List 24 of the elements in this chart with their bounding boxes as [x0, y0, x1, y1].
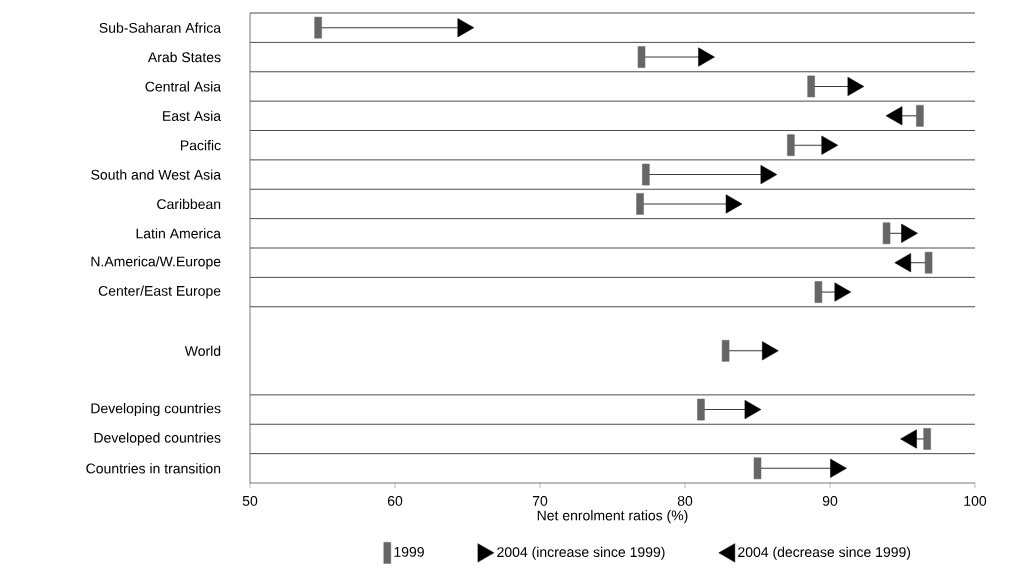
legend-label: 2004 (increase since 1999): [497, 546, 665, 560]
y-tick-label: Developed countries: [94, 432, 221, 446]
legend-label: 1999: [394, 546, 424, 557]
y-tick-label: Central Asia: [145, 81, 222, 92]
x-tick-label: 50: [242, 495, 258, 506]
y-tick-label: East Asia: [163, 110, 222, 121]
x-tick-label: 80: [677, 495, 693, 506]
y-tick-label: Countries in transition: [86, 463, 221, 474]
y-tick-label: N.America/W.Europe: [91, 256, 221, 270]
x-tick-label: 70: [532, 495, 548, 506]
y-tick-label: World: [184, 345, 221, 356]
y-tick-label: Pacific: [180, 140, 221, 151]
y-tick-label: Sub-Saharan Africa: [99, 22, 222, 33]
legend-label: 2004 (decrease since 1999): [738, 546, 911, 560]
y-tick-label: Arab States: [147, 51, 221, 63]
y-tick-label: South and West Asia: [91, 169, 222, 180]
x-tick-label: 100: [964, 495, 987, 506]
y-tick-label: Developing countries: [91, 403, 221, 417]
x-tick-label: 60: [387, 495, 403, 506]
x-axis-title: Net enrolment ratios (%): [537, 510, 688, 524]
y-tick-label: Center/East Europe: [98, 285, 221, 299]
y-tick-label: Caribbean: [157, 198, 221, 210]
x-tick-label: 90: [822, 495, 838, 506]
y-tick-label: Latin America: [136, 228, 222, 239]
